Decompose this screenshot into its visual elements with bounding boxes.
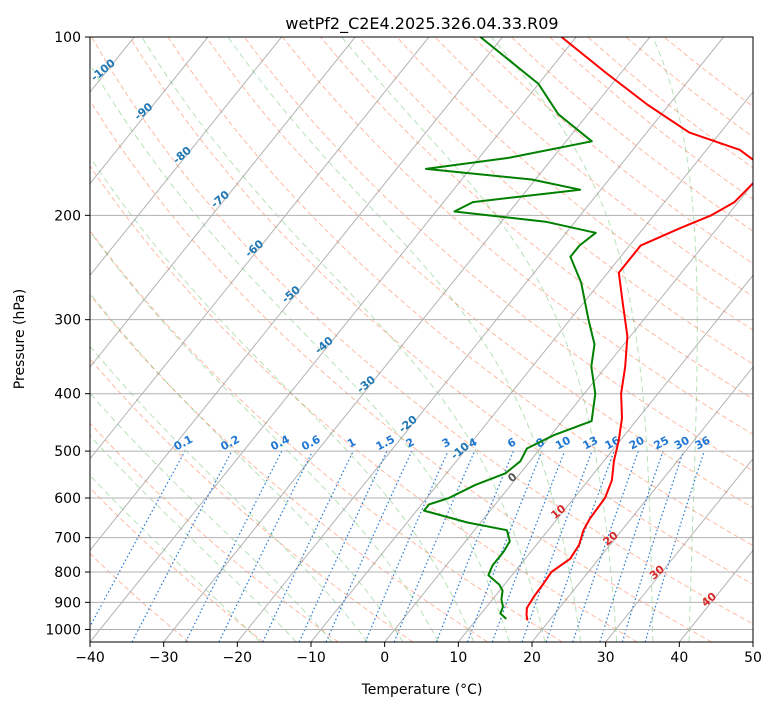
dry-adiabat-line	[0, 37, 562, 642]
isotherm-line	[753, 37, 775, 642]
mixing-ratio-label: 0.4	[268, 433, 292, 454]
dry-adiabat-label: 10	[548, 502, 568, 522]
x-tick-label: −40	[75, 650, 105, 666]
dry-adiabat-label: -80	[170, 144, 194, 167]
y-tick-label: 900	[54, 595, 81, 611]
moist-adiabat-line	[653, 37, 697, 642]
moist-adiabat-line	[142, 37, 545, 642]
mixing-ratio-line	[219, 451, 313, 642]
dry-adiabat-label: 30	[647, 562, 667, 582]
dry-adiabat-line	[397, 37, 775, 642]
dry-adiabat-line	[0, 37, 488, 642]
x-axis-label: Temperature (°C)	[361, 682, 483, 698]
moist-adiabat-line	[0, 37, 403, 642]
x-tick-label: −30	[149, 650, 179, 666]
mixing-ratio-label: 30	[672, 434, 692, 453]
dry-adiabat-line	[0, 37, 413, 642]
dry-adiabat-line	[54, 37, 712, 642]
dry-adiabat-label: -40	[312, 334, 336, 357]
dry-adiabat-label: -90	[132, 100, 156, 123]
isotherm-line	[311, 37, 775, 642]
dry-adiabat-line	[92, 37, 775, 642]
y-tick-label: 1000	[45, 622, 81, 638]
x-tick-label: 20	[523, 650, 541, 666]
dry-adiabat-label: -50	[279, 283, 303, 306]
mixing-ratio-label: 10	[553, 434, 573, 453]
isotherm-line	[0, 37, 208, 642]
mixing-ratio-line	[522, 451, 592, 642]
reference-lines	[0, 37, 775, 642]
mixing-ratio-label: 1.5	[374, 433, 397, 454]
moist-adiabat-line	[0, 37, 438, 642]
mixing-ratio-line	[326, 451, 412, 642]
mixing-ratio-line	[622, 451, 683, 642]
moist-adiabat-line	[75, 37, 510, 642]
mixing-ratio-label: 25	[652, 434, 672, 453]
dry-adiabat-label: -20	[396, 413, 420, 436]
dry-adiabat-line	[321, 37, 775, 642]
y-tick-label: 200	[54, 208, 81, 224]
moist-adiabat-line	[0, 37, 368, 642]
moist-adiabat-line	[0, 37, 296, 642]
dry-adiabat-line	[206, 37, 775, 642]
x-tick-label: 40	[670, 650, 688, 666]
x-tick-label: 30	[597, 650, 615, 666]
isotherm-line	[679, 37, 775, 642]
mixing-ratio-label: 13	[581, 434, 601, 453]
y-tick-label: 600	[54, 491, 81, 507]
moist-adiabat-line	[491, 37, 653, 642]
mixing-ratio-line	[394, 451, 474, 642]
isotherm-line	[0, 37, 355, 642]
y-tick-label: 500	[54, 444, 81, 460]
isotherm-line	[532, 37, 775, 642]
mixing-ratio-line	[299, 451, 387, 642]
dry-adiabat-line	[0, 37, 264, 642]
mixing-ratio-label: 0.6	[299, 433, 323, 454]
dry-adiabat-line	[0, 37, 189, 642]
dry-adiabat-label: -100	[88, 56, 118, 84]
mixing-ratio-label: 3	[440, 435, 453, 450]
isotherm-line	[606, 37, 775, 642]
dry-adiabat-line	[473, 37, 775, 642]
mixing-ratio-label: 0.1	[172, 433, 195, 454]
dry-adiabat-label: -60	[243, 237, 267, 260]
mixing-ratio-label: 1	[345, 435, 358, 450]
moist-adiabat-line	[228, 37, 581, 642]
mixing-ratio-label: 6	[505, 435, 518, 450]
y-tick-label: 100	[54, 30, 81, 46]
dewpoint-line	[424, 37, 596, 619]
isotherm-line	[385, 37, 775, 642]
isotherm-line	[164, 37, 650, 642]
mixing-ratio-label: 0.2	[218, 433, 241, 454]
mixing-ratio-line	[365, 451, 448, 642]
x-tick-label: 10	[449, 650, 467, 666]
y-axis-label: Pressure (hPa)	[12, 289, 28, 389]
y-tick-label: 800	[54, 565, 81, 581]
x-tick-label: −10	[296, 650, 326, 666]
mixing-ratio-line	[263, 451, 353, 642]
isotherm-line	[0, 37, 61, 642]
mixing-ratio-label: 20	[627, 434, 647, 453]
mixing-ratio-line	[468, 451, 543, 642]
mixing-ratio-line	[645, 451, 704, 642]
chart-title: wetPf2_C2E4.2025.326.04.33.R09	[285, 14, 558, 34]
isotherm-line	[16, 37, 502, 642]
isotherm-line	[458, 37, 775, 642]
y-tick-label: 400	[54, 387, 81, 403]
x-tick-label: 50	[744, 650, 762, 666]
dry-adiabat-label: 40	[699, 590, 719, 610]
moist-adiabat-line	[21, 37, 473, 642]
x-tick-label: −20	[223, 650, 253, 666]
y-tick-label: 700	[54, 531, 81, 547]
y-tick-label: 300	[54, 313, 81, 329]
mixing-ratio-line	[436, 451, 513, 642]
dry-adiabat-line	[511, 37, 775, 642]
x-tick-label: 0	[380, 650, 389, 666]
mixing-ratio-line	[82, 451, 185, 642]
dry-adiabat-label: -30	[354, 373, 378, 396]
isotherm-line	[0, 37, 429, 642]
